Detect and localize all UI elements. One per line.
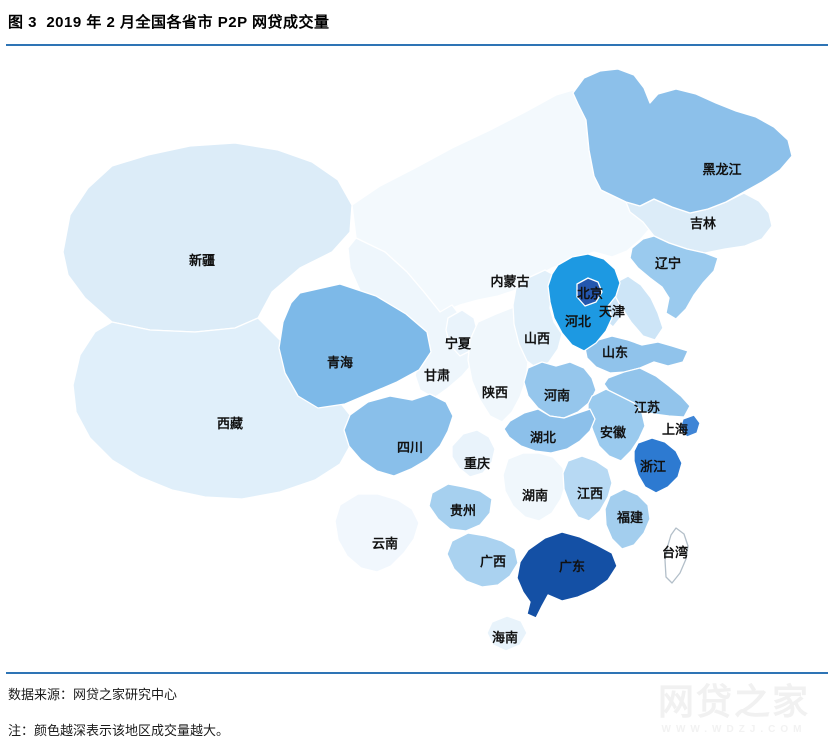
- region-guizhou: [428, 483, 493, 532]
- region-label-xinjiang: 新疆: [189, 253, 215, 268]
- region-label-tibet: 西藏: [217, 416, 243, 431]
- region-liaoning: [629, 235, 719, 320]
- figure-title: 图 3 2019 年 2 月全国各省市 P2P 网贷成交量: [8, 14, 330, 31]
- region-label-fujian: 福建: [616, 510, 643, 525]
- region-label-jiangsu: 江苏: [634, 400, 660, 415]
- region-label-hunan: 湖南: [522, 488, 548, 503]
- region-label-hubei: 湖北: [530, 430, 556, 445]
- region-zhejiang: [633, 437, 683, 494]
- region-heilongjiang: [572, 68, 793, 214]
- region-label-qinghai: 青海: [327, 355, 353, 370]
- region-yunnan: [334, 493, 420, 573]
- region-label-shandong: 山东: [602, 345, 628, 360]
- region-label-hainan: 海南: [492, 630, 518, 645]
- region-label-anhui: 安徽: [600, 425, 627, 440]
- region-label-yunnan: 云南: [372, 536, 398, 551]
- region-label-guangxi: 广西: [480, 554, 506, 569]
- region-shanghai: [679, 414, 701, 438]
- data-source-text: 数据来源：网贷之家研究中心: [8, 687, 178, 702]
- region-label-jiangxi: 江西: [577, 486, 603, 501]
- map-regions: [62, 68, 793, 652]
- region-label-shaanxi: 陕西: [482, 385, 508, 400]
- region-label-ningxia: 宁夏: [445, 336, 472, 351]
- region-label-liaoning: 辽宁: [655, 256, 681, 271]
- region-label-guangdong: 广东: [559, 559, 585, 574]
- region-jiangxi: [562, 455, 613, 522]
- region-label-shanghai: 上海: [662, 422, 688, 437]
- region-label-henan: 河南: [544, 388, 570, 403]
- region-qinghai: [278, 283, 432, 409]
- region-bohai-gulf: [612, 275, 664, 341]
- region-label-inner-mongolia: 内蒙古: [490, 274, 529, 289]
- note-text: 注：颜色越深表示该地区成交量越大。: [8, 723, 230, 738]
- region-hubei: [503, 408, 596, 454]
- region-fujian: [604, 488, 651, 550]
- region-beijing: [576, 277, 603, 307]
- region-label-zhejiang: 浙江: [640, 459, 666, 474]
- region-label-heilongjiang: 黑龙江: [702, 162, 741, 177]
- region-chongqing: [451, 429, 496, 478]
- region-label-taiwan: 台湾: [662, 545, 688, 560]
- region-taiwan: [664, 527, 689, 584]
- region-label-beijing: 北京: [577, 286, 603, 301]
- region-hunan: [502, 452, 567, 522]
- region-sichuan: [343, 393, 454, 477]
- region-guangxi: [446, 532, 519, 588]
- region-label-chongqing: 重庆: [464, 456, 490, 471]
- watermark-brand-text: 网贷之家: [657, 681, 810, 722]
- region-label-guizhou: 贵州: [450, 503, 476, 518]
- footer-divider: [6, 672, 828, 674]
- region-label-shanxi: 山西: [524, 331, 550, 346]
- region-label-jilin: 吉林: [690, 216, 716, 231]
- watermark: 网贷之家 WWW.WDZJ.COM: [644, 681, 824, 736]
- region-label-hebei: 河北: [565, 314, 591, 329]
- title-divider: [6, 44, 828, 46]
- region-label-tianjin: 天津: [599, 304, 625, 319]
- region-label-sichuan: 四川: [397, 440, 423, 455]
- watermark-site-text: WWW.WDZJ.COM: [661, 724, 807, 735]
- region-hainan: [486, 615, 528, 652]
- region-guangdong: [516, 531, 618, 619]
- region-label-gansu: 甘肃: [424, 368, 450, 383]
- region-shandong: [584, 335, 689, 374]
